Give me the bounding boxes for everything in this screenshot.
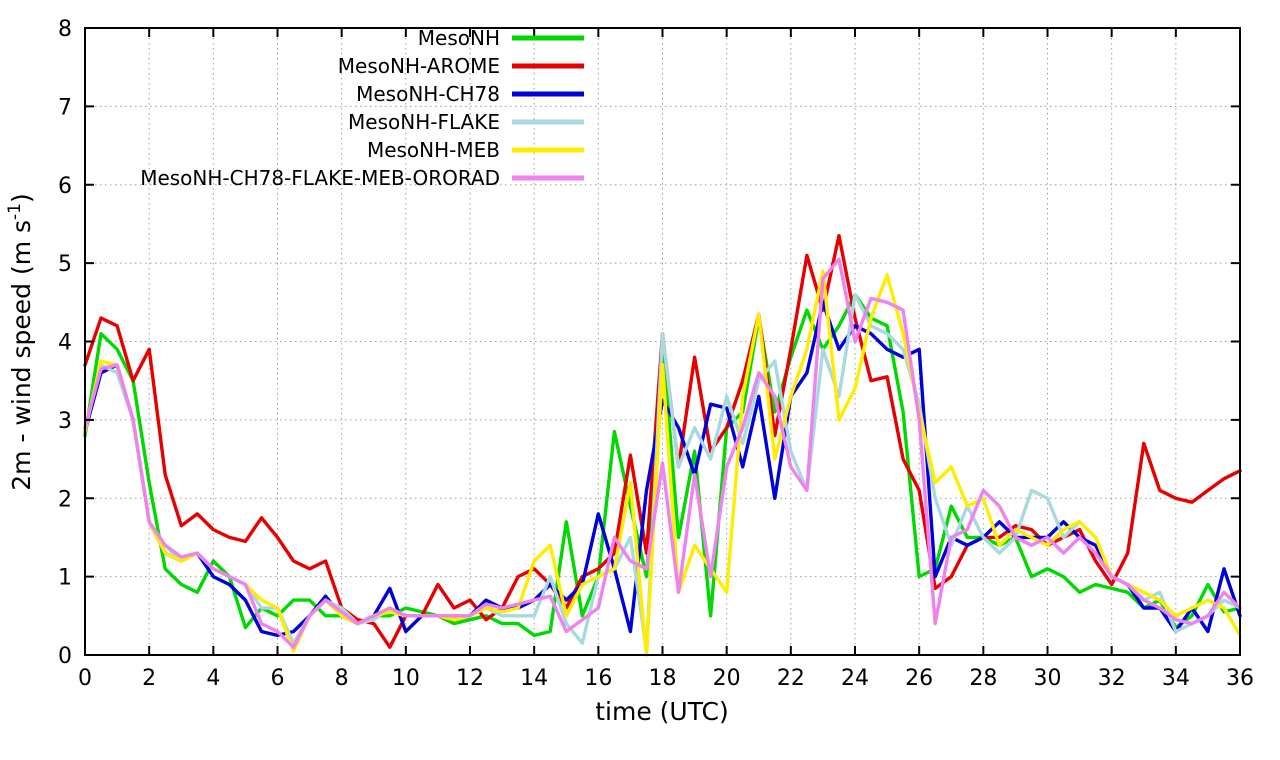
y-axis-title-close: ) (7, 193, 36, 203)
x-tick-label: 10 (392, 666, 420, 691)
legend-label-MesoNH-CH78: MesoNH-CH78 (356, 82, 500, 106)
x-tick-label: 22 (777, 666, 805, 691)
y-axis-title-main: 2m - wind speed (m s (7, 220, 36, 491)
x-tick-label: 24 (841, 666, 869, 691)
x-tick-label: 32 (1098, 666, 1126, 691)
x-tick-label: 6 (271, 666, 285, 691)
x-tick-label: 34 (1162, 666, 1190, 691)
series-line-MesoNH-AROME (83, 234, 1242, 649)
x-tick-label: 0 (78, 666, 92, 691)
y-tick-label: 3 (58, 409, 72, 434)
chart-generated-content: 0 2 4 6 8 10 12 14 16 18 20 22 24 26 28 30 32 34 360123456… (58, 17, 1254, 691)
x-tick-label: 16 (584, 666, 612, 691)
legend-label-MesoNH-FLAKE: MesoNH-FLAKE (348, 110, 500, 134)
x-tick-label: 26 (905, 666, 933, 691)
y-tick-label: 7 (58, 95, 72, 120)
y-tick-label: 6 (58, 174, 72, 199)
y-tick-label: 4 (58, 331, 72, 356)
legend-label-MesoNH-AROME: MesoNH-AROME (338, 54, 500, 78)
legend-label-MesoNH: MesoNH (418, 26, 500, 50)
series-line-MesoNH-CH78-FLAKE-MEB-ORORAD (83, 257, 1242, 649)
x-tick-label: 2 (142, 666, 156, 691)
x-tick-label: 20 (713, 666, 741, 691)
x-tick-label: 30 (1034, 666, 1062, 691)
y-axis-title-sup: -1 (5, 203, 25, 220)
y-tick-label: 2 (58, 487, 72, 512)
y-axis-title: 2m - wind speed (m s-1) (5, 193, 36, 491)
y-tick-label: 8 (58, 17, 72, 42)
x-tick-label: 28 (969, 666, 997, 691)
x-tick-label: 14 (520, 666, 548, 691)
y-tick-label: 1 (58, 566, 72, 591)
x-tick-label: 36 (1226, 666, 1254, 691)
y-tick-label: 0 (58, 644, 72, 669)
x-tick-label: 12 (456, 666, 484, 691)
legend-label-MesoNH-MEB: MesoNH-MEB (367, 138, 500, 162)
x-tick-label: 18 (649, 666, 677, 691)
legend-label-MesoNH-CH78-FLAKE-MEB-ORORAD: MesoNH-CH78-FLAKE-MEB-ORORAD (140, 166, 500, 190)
y-tick-label: 5 (58, 252, 72, 277)
x-tick-label: 8 (335, 666, 349, 691)
x-axis-title: time (UTC) (595, 697, 729, 726)
x-tick-label: 4 (206, 666, 220, 691)
series-line-MesoNH-MEB (83, 269, 1242, 657)
